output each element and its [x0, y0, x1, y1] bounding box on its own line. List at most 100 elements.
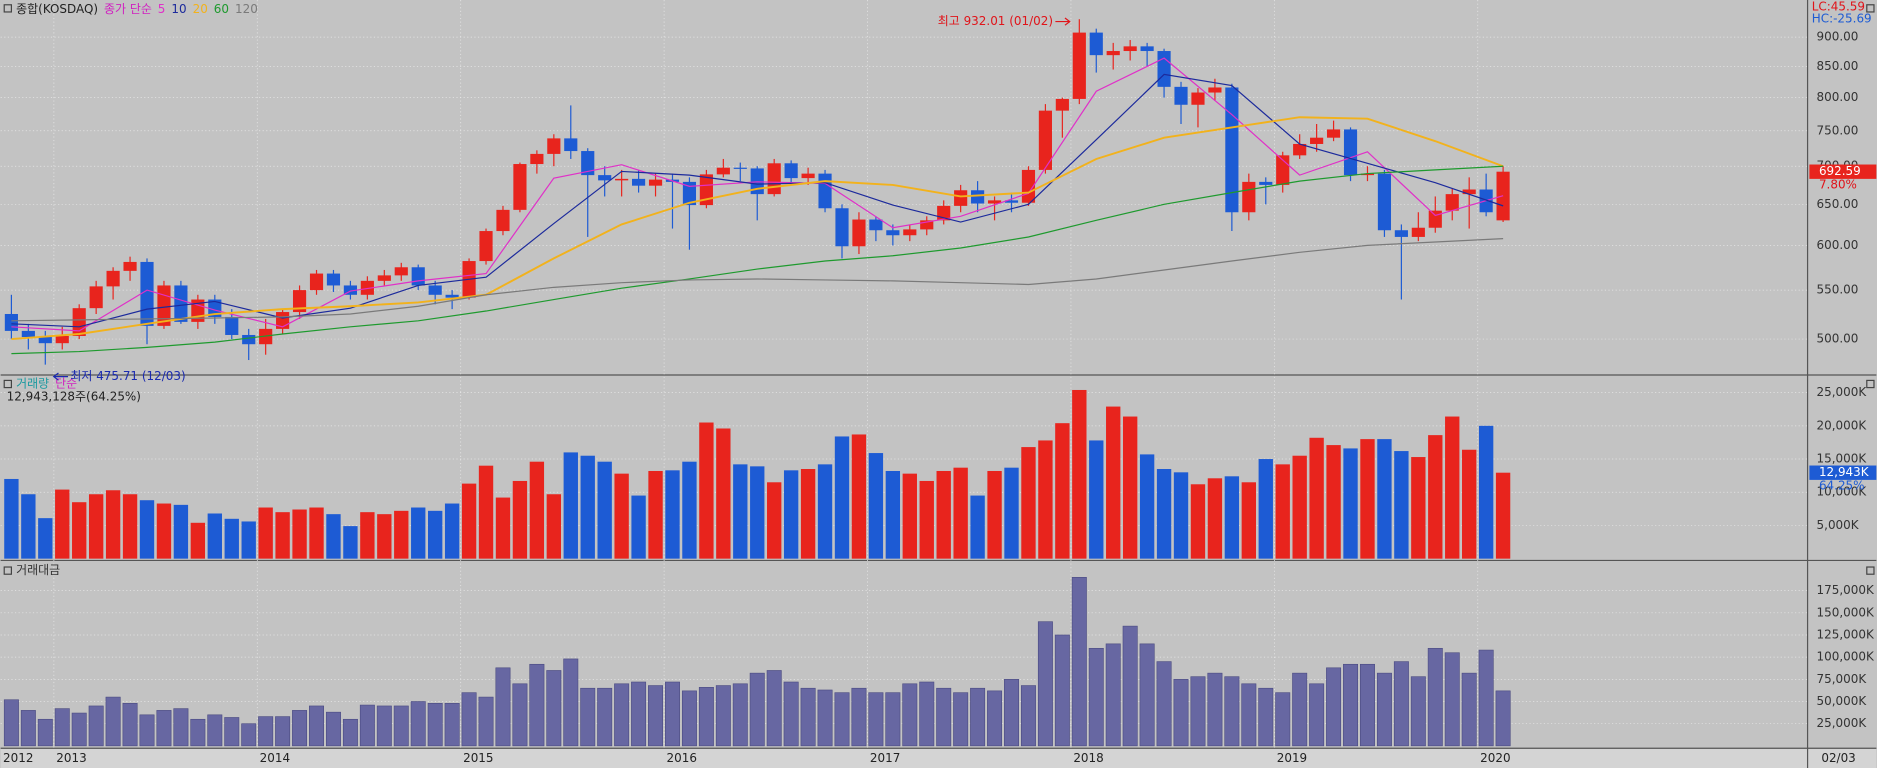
bar [139, 714, 155, 747]
bar [512, 683, 528, 747]
bar [580, 455, 595, 559]
bar [834, 436, 850, 559]
bar [1411, 457, 1426, 559]
bar [614, 473, 629, 559]
y-tick-label: 150,000K [1817, 605, 1875, 619]
moving-average-line [11, 116, 1504, 340]
bar [1224, 676, 1240, 747]
bar [275, 512, 290, 559]
candle-body [326, 273, 341, 286]
bar [122, 494, 138, 559]
candle-body [632, 178, 646, 186]
candle-body [513, 164, 527, 210]
candle-body [38, 337, 52, 344]
bar [1360, 663, 1375, 747]
bar [1156, 469, 1172, 559]
panel-title: 거래대금 [16, 563, 60, 577]
candle-body [208, 299, 222, 317]
bar [1376, 672, 1392, 747]
candle-body [1394, 230, 1408, 237]
bar [427, 702, 443, 747]
bar [360, 512, 375, 559]
candle-body [1038, 110, 1052, 170]
x-tick-label: 2013 [56, 751, 86, 765]
bar [410, 701, 426, 747]
bar [1478, 425, 1494, 559]
bar [648, 470, 663, 559]
bar [1495, 690, 1511, 747]
candle-body [411, 267, 425, 286]
candle-body [106, 270, 120, 287]
bar [1462, 449, 1477, 559]
bar [309, 507, 324, 559]
bar [597, 461, 612, 559]
y-tick-label: 600.00 [1817, 238, 1859, 252]
bar [1461, 672, 1477, 747]
bar [38, 518, 53, 559]
bar [529, 663, 545, 747]
x-tick-label: 2016 [667, 751, 697, 765]
legend-title: 종가 단순 [104, 2, 152, 16]
bar [1088, 647, 1104, 747]
moving-average-line [11, 73, 1504, 328]
bar [1495, 472, 1511, 559]
bar [478, 696, 494, 747]
panel-icon [1866, 379, 1875, 389]
bar [733, 464, 748, 559]
bar [1021, 447, 1036, 559]
bar [1241, 683, 1257, 747]
candle-body [818, 173, 832, 209]
bar [817, 464, 833, 559]
candle-body [581, 151, 595, 176]
bar [648, 685, 664, 747]
candle-body [343, 285, 357, 295]
bar [970, 495, 985, 559]
candle-body [852, 219, 866, 247]
bar [1275, 464, 1290, 559]
bar [665, 470, 680, 559]
y-tick-label: 850.00 [1817, 59, 1859, 73]
candle-body [648, 179, 663, 186]
bar [682, 461, 697, 559]
candle-body [1259, 181, 1273, 185]
bar [173, 504, 189, 559]
bar [953, 692, 969, 747]
candle-body [835, 208, 849, 247]
bar [1326, 667, 1342, 747]
legend-entry: 120 [235, 2, 258, 16]
bar [3, 699, 19, 747]
x-axis-band [0, 748, 1877, 768]
y-tick-label: 750.00 [1817, 123, 1859, 137]
bar [427, 510, 443, 559]
candle-body [4, 313, 18, 331]
candle-body [1055, 98, 1069, 111]
bar [377, 514, 392, 559]
candle-body [72, 308, 86, 336]
bar [1105, 643, 1121, 747]
candle-body [1428, 210, 1442, 228]
bar [834, 692, 850, 747]
candle-body [140, 261, 154, 326]
bar [411, 507, 426, 559]
low-annotation: 최저 475.71 (12/03) [70, 369, 185, 383]
y-tick-label: 100,000K [1817, 650, 1875, 664]
candle-body [615, 178, 629, 181]
bar [750, 466, 765, 559]
bar [783, 681, 799, 747]
candle-body [716, 167, 730, 175]
current-price: 692.59 [1819, 164, 1861, 178]
bar [529, 461, 545, 559]
bar [156, 710, 172, 747]
candle-body [1377, 173, 1392, 231]
bar [241, 521, 256, 559]
y-tick-label: 800.00 [1817, 90, 1859, 104]
bar [1054, 634, 1070, 747]
bar [546, 670, 562, 747]
candle-body [682, 181, 697, 206]
y-tick-label: 500.00 [1817, 332, 1859, 346]
candle-body [377, 275, 391, 281]
bar [1241, 482, 1256, 559]
candle-body [886, 230, 900, 236]
y-tick-label: 75,000K [1817, 672, 1868, 686]
y-tick-label: 25,000K [1817, 385, 1868, 399]
